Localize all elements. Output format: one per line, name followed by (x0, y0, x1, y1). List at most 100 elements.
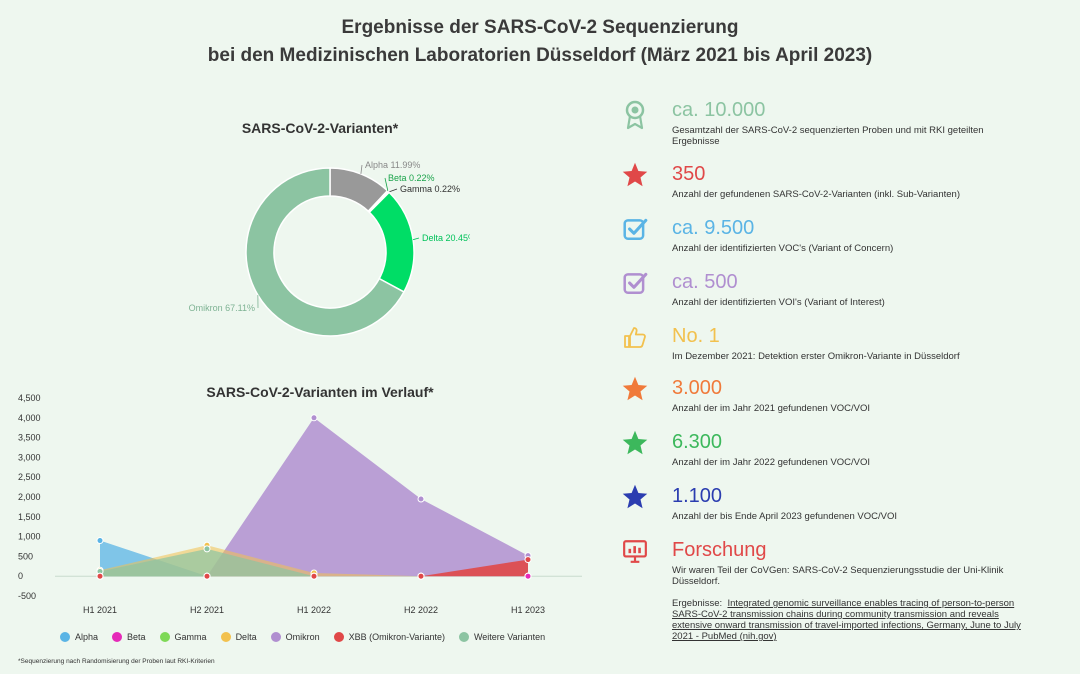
stat-value: ca. 9.500 (672, 217, 755, 239)
y-tick-label: 0 (18, 571, 23, 581)
donut-leader-alpha (360, 164, 363, 174)
y-tick-label: 2,500 (18, 472, 41, 482)
checkbox-icon (620, 214, 650, 244)
y-tick-label: 3,000 (18, 452, 41, 462)
stat-description: Anzahl der identifizierten VOI's (Varian… (672, 297, 885, 308)
point-xbb-omikron-variante (524, 556, 532, 564)
ergebnisse-label: Ergebnisse: (672, 598, 723, 609)
legend-item-gamma[interactable]: Gamma (159, 632, 207, 642)
legend-dot (112, 632, 123, 642)
area-chart-title: SARS-CoV-2-Varianten im Verlauf* (206, 384, 434, 400)
donut-label-gamma: Gamma 0.22% (400, 184, 460, 194)
legend-item-omikron[interactable]: Omikron (270, 632, 320, 642)
stat-description: Anzahl der gefundenen SARS-CoV-2-Variant… (672, 189, 960, 200)
y-tick-label: 1,000 (18, 532, 41, 542)
legend-label: Alpha (75, 632, 99, 642)
y-tick-label: 500 (18, 551, 33, 561)
legend-dot (220, 632, 231, 642)
area-xbb-omikron-variante (100, 559, 528, 577)
point-beta (524, 572, 532, 580)
legend-item-delta[interactable]: Delta (220, 632, 257, 642)
y-tick-label: 2,000 (18, 492, 41, 502)
donut-leader-delta (412, 237, 420, 241)
point-xbb-omikron-variante (96, 572, 104, 580)
title-line-1: Ergebnisse der SARS-CoV-2 Sequenzierung (341, 17, 739, 38)
footnote: *Sequenzierung nach Randomisierung der P… (18, 658, 215, 665)
page-title: Ergebnisse der SARS-CoV-2 Sequenzierung … (0, 14, 1080, 70)
stat-description: Wir waren Teil der CoVGen: SARS-CoV-2 Se… (672, 565, 1004, 587)
stat-description: Gesamtzahl der SARS-CoV-2 sequenzierten … (672, 125, 984, 147)
point-alpha (96, 537, 104, 545)
stat-value: ca. 500 (672, 271, 738, 293)
legend-dot (159, 632, 170, 642)
x-tick-label: H2 2022 (404, 605, 438, 615)
star-icon (620, 374, 650, 404)
stat-description: Anzahl der bis Ende April 2023 gefundene… (672, 511, 897, 522)
star-icon (620, 428, 650, 458)
donut-label-alpha: Alpha 11.99% (365, 160, 420, 170)
legend-label: Omikron (285, 632, 320, 642)
legend-label: Delta (235, 632, 257, 642)
area-weitere-varianten (100, 548, 528, 577)
legend-label: Beta (127, 632, 146, 642)
legend-label: XBB (Omikron-Variante) (348, 632, 445, 642)
legend-item-weitere-varianten[interactable]: Weitere Varianten (458, 632, 546, 642)
award-icon (620, 100, 650, 130)
x-tick-label: H1 2023 (511, 605, 545, 615)
point-omikron (310, 414, 318, 422)
ergebnisse-reference: Ergebnisse: Integrated genomic surveilla… (672, 598, 1027, 642)
donut-label-delta: Delta 20.45% (422, 233, 470, 243)
area-omikron (100, 417, 528, 577)
donut-slice-omikron (245, 167, 405, 337)
stat-description: Anzahl der identifizierten VOC's (Varian… (672, 243, 894, 254)
legend-dot (333, 632, 344, 642)
legend-dot (458, 632, 469, 642)
x-tick-label: H1 2022 (297, 605, 331, 615)
donut-leader-gamma (388, 188, 398, 193)
point-xbb-omikron-variante (417, 572, 425, 580)
title-line-2: bei den Medizinischen Laboratorien Düsse… (207, 45, 873, 66)
stat-value: 6.300 (672, 431, 723, 453)
x-tick-label: H1 2021 (83, 605, 117, 615)
stat-value: 1.100 (672, 485, 723, 507)
legend-item-alpha[interactable]: Alpha (60, 632, 98, 642)
y-tick-label: 4,000 (18, 413, 41, 423)
area-chart-legend: Alpha Beta Gamma Delta Omikron XBB (Omikron-V… (60, 632, 580, 642)
legend-item-xbb-omikron-variante[interactable]: XBB (Omikron-Variante) (333, 632, 445, 642)
legend-label: Gamma (174, 632, 207, 642)
stat-value: Forschung (672, 539, 767, 561)
presentation-icon (620, 536, 650, 566)
y-tick-label: 1,500 (18, 512, 41, 522)
point-xbb-omikron-variante (203, 572, 211, 580)
y-tick-label: 3,500 (18, 433, 41, 443)
y-tick-label: -500 (18, 591, 36, 601)
legend-item-beta[interactable]: Beta (112, 632, 146, 642)
pubmed-link[interactable]: Integrated genomic surveillance enables … (672, 598, 1021, 642)
stat-description: Anzahl der im Jahr 2022 gefundenen VOC/V… (672, 457, 871, 468)
legend-dot (270, 632, 281, 642)
legend-label: Weitere Varianten (473, 632, 546, 642)
point-weitere-varianten (203, 545, 211, 553)
point-omikron (417, 495, 425, 503)
legend-dot (60, 632, 70, 642)
y-tick-label: 4,500 (18, 393, 41, 403)
donut-leader-beta (384, 177, 389, 192)
x-tick-label: H2 2021 (190, 605, 224, 615)
stat-value: 350 (672, 163, 706, 185)
area-chart: -500 0 500 1,000 1,500 2,000 2,500 3,000 3,500 4,… (18, 393, 582, 615)
stat-value: 3.000 (672, 377, 723, 399)
donut-chart: Alpha 11.99% Beta 0.22%Gamma 0.22% Delta 2… (189, 160, 470, 337)
stat-value: ca. 10.000 (672, 99, 766, 121)
stat-description: Anzahl der im Jahr 2021 gefundenen VOC/V… (672, 403, 871, 414)
stat-description: Im Dezember 2021: Detektion erster Omikr… (672, 351, 960, 362)
star-icon (620, 482, 650, 512)
donut-label-omikron: Omikron 67.11% (189, 303, 255, 313)
star-icon (620, 160, 650, 190)
donut-label-beta: Beta 0.22% (388, 173, 435, 183)
checkbox-icon (620, 268, 650, 298)
point-xbb-omikron-variante (310, 572, 318, 580)
donut-slice-delta (368, 191, 415, 293)
stat-value: No. 1 (672, 325, 720, 347)
donut-chart-title: SARS-CoV-2-Varianten* (241, 120, 399, 136)
thumbs-up-icon (620, 322, 650, 352)
